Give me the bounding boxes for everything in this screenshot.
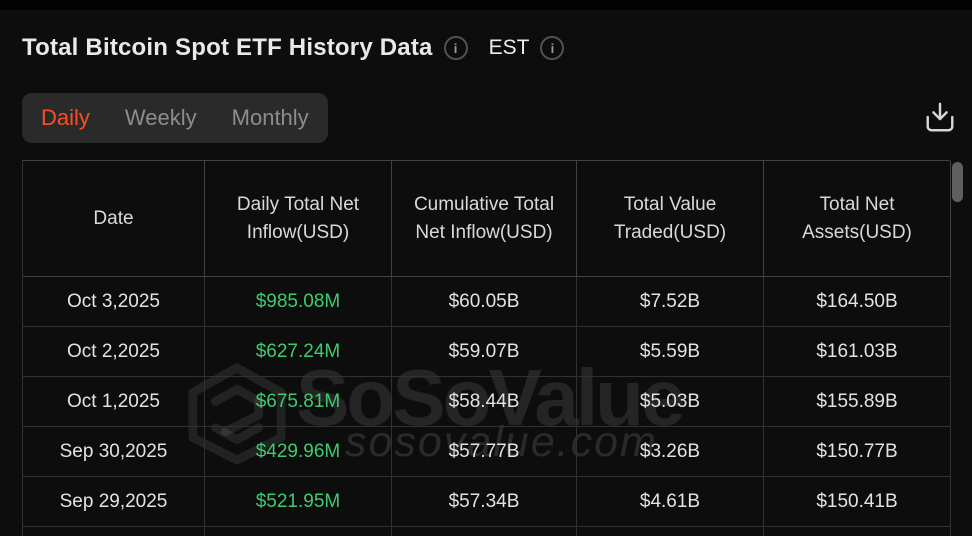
cell-value-traded: $5.59B bbox=[577, 327, 764, 377]
table-row: Oct 3,2025 $985.08M $60.05B $7.52B $164.… bbox=[23, 277, 951, 327]
cell-cumulative-inflow: $57.34B bbox=[392, 477, 577, 527]
download-icon bbox=[926, 102, 954, 132]
col-header-date: Date bbox=[23, 161, 205, 277]
cell-value-traded: $7.52B bbox=[577, 277, 764, 327]
table-header-row: Date Daily Total Net Inflow(USD) Cumulat… bbox=[23, 161, 951, 277]
cell-daily-net-inflow: $675.81M bbox=[205, 377, 392, 427]
cell-cumulative-inflow: $57.77B bbox=[392, 427, 577, 477]
cell-date: Sep 29,2025 bbox=[23, 477, 205, 527]
cell-date: Oct 3,2025 bbox=[23, 277, 205, 327]
cell-net-assets: $155.89B bbox=[764, 377, 951, 427]
tab-weekly[interactable]: Weekly bbox=[124, 105, 197, 130]
table-row-clipped bbox=[23, 527, 951, 536]
cell-date: Oct 2,2025 bbox=[23, 327, 205, 377]
table-row: Oct 1,2025 $675.81M $58.44B $5.03B $155.… bbox=[23, 377, 951, 427]
period-tabs: Daily Weekly Monthly bbox=[22, 93, 328, 143]
cell-daily-net-inflow: $627.24M bbox=[205, 327, 392, 377]
download-button[interactable] bbox=[920, 96, 960, 140]
title-info-icon[interactable]: i bbox=[443, 36, 468, 60]
tab-monthly[interactable]: Monthly bbox=[231, 105, 309, 130]
cell-net-assets: $150.77B bbox=[764, 427, 951, 477]
col-header-daily-net-inflow: Daily Total Net Inflow(USD) bbox=[205, 161, 392, 277]
vertical-scrollbar-thumb[interactable] bbox=[952, 162, 963, 202]
cell-value-traded: $5.03B bbox=[577, 377, 764, 427]
cell-daily-net-inflow: $429.96M bbox=[205, 427, 392, 477]
cell-cumulative-inflow: $58.44B bbox=[392, 377, 577, 427]
table-row: Oct 2,2025 $627.24M $59.07B $5.59B $161.… bbox=[23, 327, 951, 377]
cell-cumulative-inflow: $60.05B bbox=[392, 277, 577, 327]
cell-date: Oct 1,2025 bbox=[23, 377, 205, 427]
tab-daily[interactable]: Daily bbox=[41, 105, 90, 130]
cell-net-assets: $150.41B bbox=[764, 477, 951, 527]
title-row: Total Bitcoin Spot ETF History Data i ES… bbox=[22, 30, 565, 66]
cell-value-traded: $3.26B bbox=[577, 427, 764, 477]
timezone-label: EST bbox=[488, 36, 530, 59]
cell-value-traded: $4.61B bbox=[577, 477, 764, 527]
timezone-info-icon[interactable]: i bbox=[540, 36, 565, 60]
cell-net-assets: $164.50B bbox=[764, 277, 951, 327]
cell-daily-net-inflow: $521.95M bbox=[205, 477, 392, 527]
etf-history-table: Date Daily Total Net Inflow(USD) Cumulat… bbox=[22, 160, 951, 536]
table-row: Sep 29,2025 $521.95M $57.34B $4.61B $150… bbox=[23, 477, 951, 527]
col-header-net-assets: Total Net Assets(USD) bbox=[764, 161, 951, 277]
cell-date: Sep 30,2025 bbox=[23, 427, 205, 477]
table-row: Sep 30,2025 $429.96M $57.77B $3.26B $150… bbox=[23, 427, 951, 477]
col-header-value-traded: Total Value Traded(USD) bbox=[577, 161, 764, 277]
cell-cumulative-inflow: $59.07B bbox=[392, 327, 577, 377]
page-title: Total Bitcoin Spot ETF History Data bbox=[22, 34, 433, 61]
cell-daily-net-inflow: $985.08M bbox=[205, 277, 392, 327]
col-header-cumulative-inflow: Cumulative Total Net Inflow(USD) bbox=[392, 161, 577, 277]
cell-net-assets: $161.03B bbox=[764, 327, 951, 377]
